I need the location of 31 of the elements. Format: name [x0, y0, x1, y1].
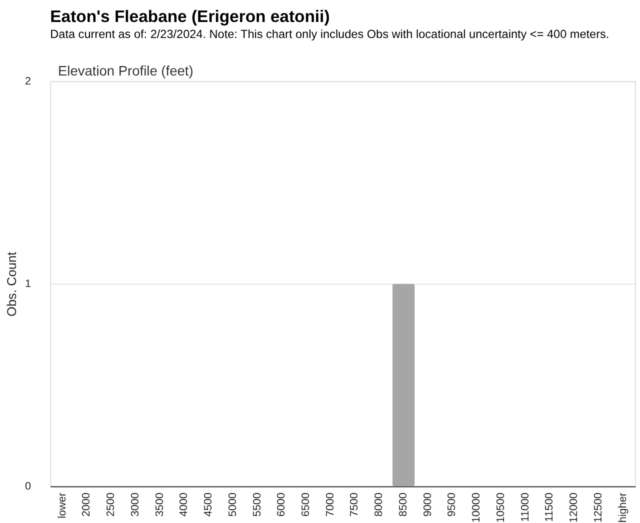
- x-tick-label: 3000: [129, 492, 142, 517]
- x-tick-label: 11000: [519, 492, 532, 522]
- x-tick-label: 8500: [397, 492, 410, 517]
- x-tick-label: 6000: [276, 492, 288, 517]
- text: Elevation Profile (feet): [58, 63, 194, 78]
- y-tick-label: 2: [24, 76, 31, 88]
- x-tick-label: 4500: [202, 492, 215, 517]
- x-tick-label: 7000: [324, 492, 336, 517]
- x-tick-label: 2500: [105, 492, 118, 517]
- x-tick-label: 11500: [544, 492, 556, 522]
- y-tick-label: 1: [24, 278, 31, 290]
- y-axis-title: Obs. Count: [4, 251, 20, 316]
- x-tick-label: 6500: [300, 492, 312, 517]
- x-tick-label: 12000: [568, 492, 580, 523]
- x-tick-label: 10000: [470, 492, 483, 523]
- x-tick-label: 3500: [154, 492, 166, 517]
- x-tick-label: 2000: [80, 492, 93, 517]
- x-tick-label: lower: [56, 492, 68, 518]
- chart-subtitle: Data current as of: 2/23/2024. Note: This chart only includes Obs with locational uncertainty <= 400 meters.: [50, 28, 610, 41]
- x-tick-label: 9500: [446, 492, 458, 517]
- x-tick-label: 5500: [251, 492, 264, 517]
- x-tick-label: 12500: [592, 492, 604, 523]
- chart-title: Eaton's Fleabane (Erigeron eatonii): [50, 7, 330, 26]
- x-tick-label: 10500: [494, 492, 507, 523]
- x-tick-label: 4000: [178, 492, 190, 517]
- x-tick-label: 7500: [348, 492, 361, 517]
- y-tick-label: 0: [24, 480, 31, 493]
- x-tick-label: 5000: [226, 492, 239, 517]
- x-tick-label: 8000: [373, 492, 386, 517]
- x-tick-label: higher: [616, 492, 629, 523]
- x-tick-label: 9000: [422, 492, 434, 517]
